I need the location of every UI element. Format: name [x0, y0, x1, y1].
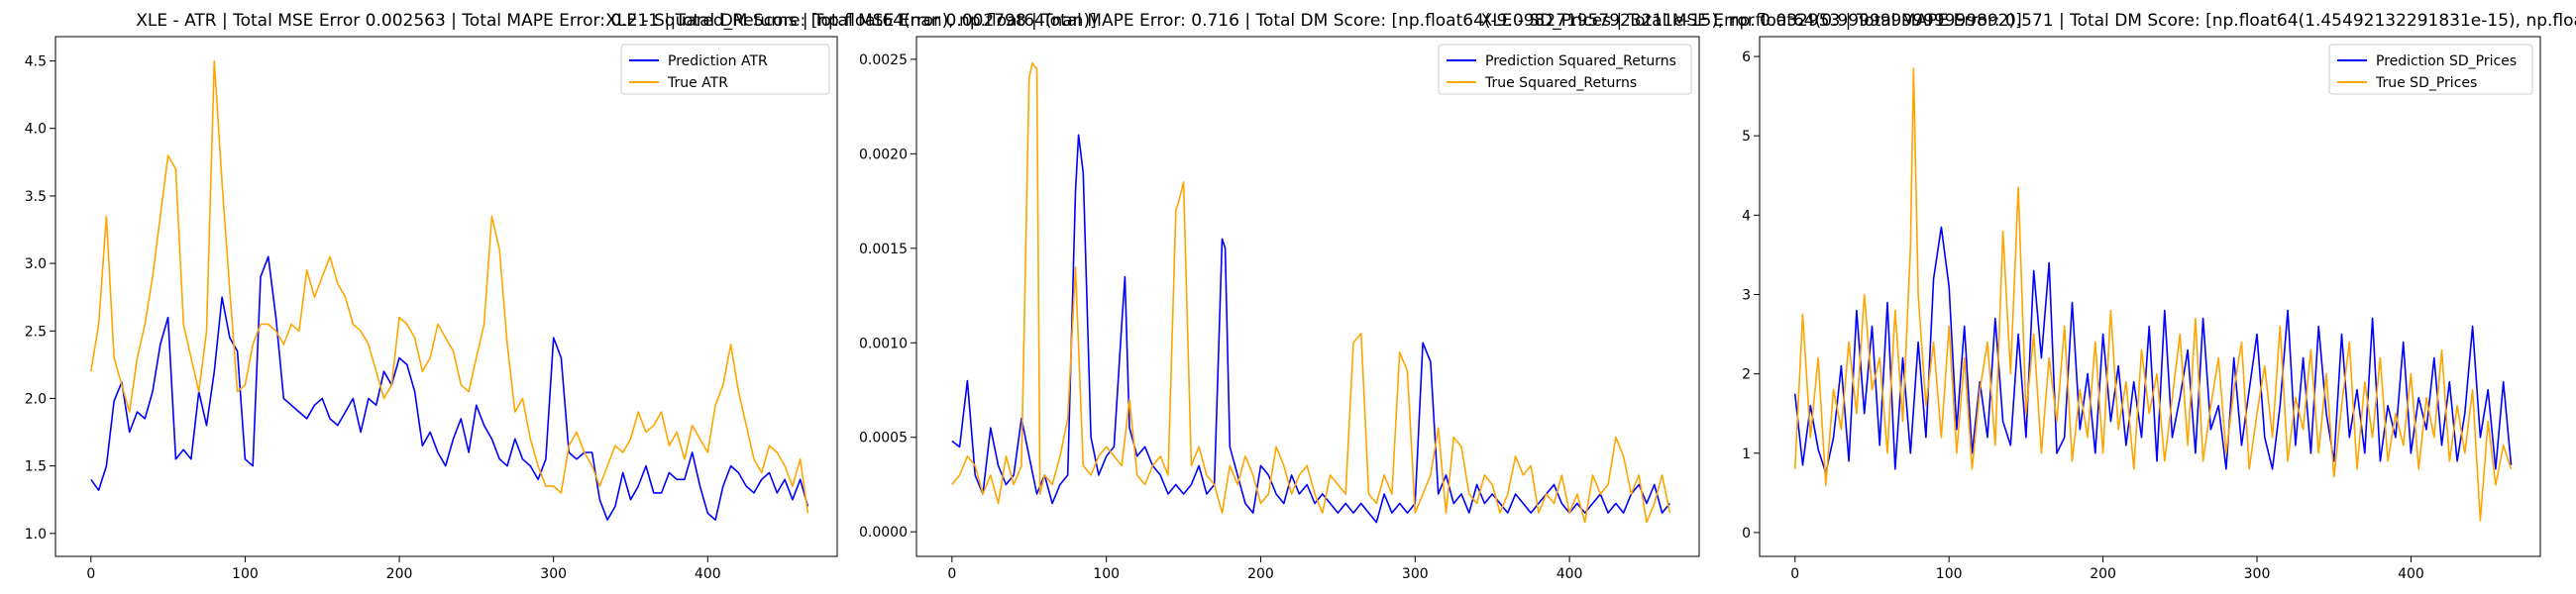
y-tick-label: 2.0	[25, 391, 47, 407]
legend-label: True SD_Prices	[2375, 75, 2477, 91]
x-tick-label: 0	[86, 566, 95, 582]
legend-box	[1438, 44, 1692, 95]
y-tick-label: 0.0020	[859, 147, 908, 162]
y-tick-label: 3.0	[25, 256, 47, 272]
chart-panel: XLE - Squared_Returns | Total MSE Error …	[605, 11, 2022, 582]
y-tick-label: 2	[1742, 367, 1751, 383]
x-tick-label: 100	[232, 566, 259, 582]
x-tick-label: 200	[2090, 566, 2116, 582]
y-tick-label: 4.5	[25, 54, 47, 70]
legend-label: True ATR	[667, 75, 728, 91]
axes-frame	[54, 36, 838, 557]
y-tick-label: 5	[1742, 129, 1751, 145]
legend-box	[620, 44, 830, 95]
legend: Prediction Squared_Returns True Squared_R…	[1438, 44, 1692, 95]
y-tick-label: 3	[1742, 287, 1751, 303]
x-tick-label: 300	[540, 566, 567, 582]
y-tick-label: 0.0025	[859, 52, 908, 68]
axes-frame	[1759, 36, 2541, 557]
y-tick-label: 1.0	[25, 527, 47, 543]
x-tick-label: 300	[2244, 566, 2271, 582]
legend-box	[2328, 44, 2533, 95]
legend-label: Prediction SD_Prices	[2376, 53, 2517, 69]
chart-panel: XLE - ATR | Total MSE Error 0.002563 | T…	[25, 11, 1097, 582]
y-tick-label: 0	[1742, 526, 1751, 542]
y-tick-label: 6	[1742, 50, 1751, 65]
x-tick-label: 0	[947, 566, 956, 582]
chart-title: XLE - Squared_Returns | Total MSE Error …	[605, 11, 2022, 31]
y-tick-label: 2.5	[25, 324, 47, 340]
y-tick-label: 0.0005	[859, 431, 908, 446]
legend: Prediction SD_Prices True SD_Prices	[2328, 44, 2533, 95]
y-tick-label: 0.0000	[859, 525, 908, 541]
y-tick-label: 0.0010	[859, 336, 908, 351]
y-tick-label: 0.0015	[859, 242, 908, 257]
series-line	[90, 255, 809, 522]
y-tick-label: 4.0	[25, 122, 47, 138]
legend-label: True Squared_Returns	[1484, 75, 1637, 91]
legend-label: Prediction ATR	[668, 53, 768, 69]
x-tick-label: 400	[1556, 566, 1583, 582]
legend-label: Prediction Squared_Returns	[1485, 53, 1676, 69]
series-line	[1793, 67, 2513, 522]
legend: Prediction ATR True ATR	[620, 44, 830, 95]
chart-panel: XLE - SD_Prices | Total MSE Error 0.0329…	[1481, 11, 2576, 582]
x-tick-label: 200	[386, 566, 413, 582]
x-tick-label: 400	[2398, 566, 2424, 582]
series-line	[951, 61, 1671, 524]
y-tick-label: 1	[1742, 446, 1751, 462]
y-tick-label: 4	[1742, 208, 1751, 224]
x-tick-label: 200	[1247, 566, 1274, 582]
y-tick-label: 3.5	[25, 189, 47, 205]
x-tick-label: 400	[695, 566, 721, 582]
series-line	[90, 59, 809, 514]
x-tick-label: 0	[1790, 566, 1799, 582]
axes-frame	[915, 36, 1700, 557]
chart-title: XLE - SD_Prices | Total MSE Error 0.0329…	[1481, 11, 2576, 31]
x-tick-label: 100	[1936, 566, 1963, 582]
x-tick-label: 300	[1402, 566, 1429, 582]
chart-title: XLE - ATR | Total MSE Error 0.002563 | T…	[136, 11, 1096, 31]
x-tick-label: 100	[1093, 566, 1120, 582]
y-tick-label: 1.5	[25, 459, 47, 475]
